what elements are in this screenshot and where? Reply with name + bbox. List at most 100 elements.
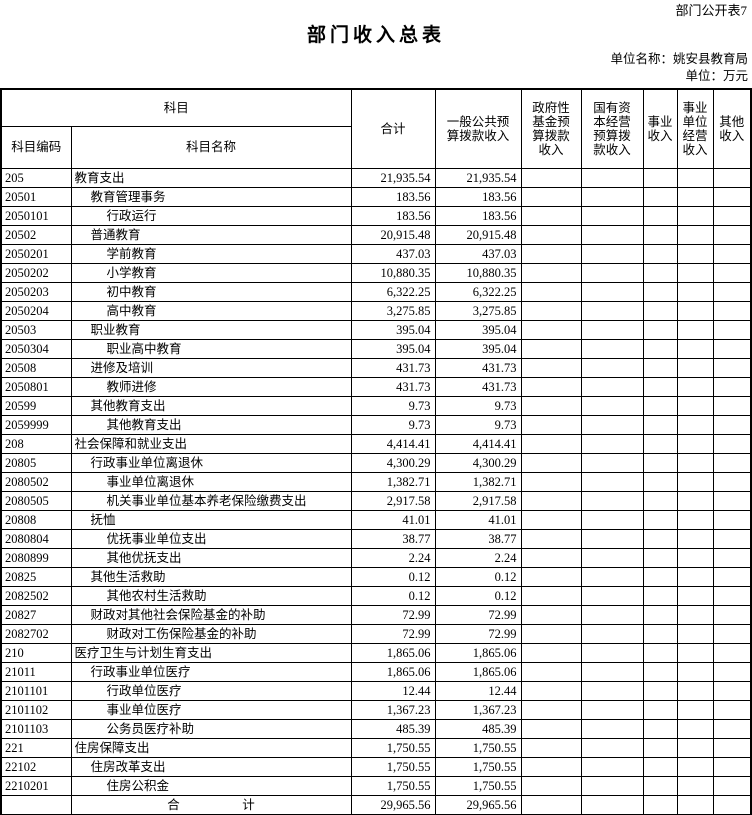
cell-empty — [580, 547, 644, 568]
income-summary-table: 科目 合计 一般公共预 算拨款收入 政府性 基金预 算拨款 收入 国有资 本经营… — [0, 88, 752, 815]
table-header: 科目 合计 一般公共预 算拨款收入 政府性 基金预 算拨款 收入 国有资 本经营… — [0, 88, 752, 169]
cell-code: 2050801 — [0, 376, 72, 397]
cell-general-budget: 4,414.41 — [434, 433, 522, 454]
cell-empty — [580, 414, 644, 435]
cell-code: 2082502 — [0, 585, 72, 606]
cell-general-budget: 437.03 — [434, 243, 522, 264]
cell-empty — [520, 433, 582, 454]
cell-empty — [580, 490, 644, 511]
table-row: 2050203 初中教育 6,322.25 6,322.25 — [0, 281, 752, 302]
cell-name: 职业高中教育 — [70, 338, 352, 359]
cell-empty — [712, 357, 752, 378]
cell-empty — [580, 642, 644, 663]
cell-empty — [642, 528, 678, 549]
cell-code: 20808 — [0, 509, 72, 530]
cell-empty — [580, 262, 644, 283]
cell-empty — [676, 338, 714, 359]
header-other-income: 其他 收入 — [712, 88, 752, 169]
cell-empty — [712, 528, 752, 549]
cell-general-budget: 2,917.58 — [434, 490, 522, 511]
cell-code: 2080505 — [0, 490, 72, 511]
cell-empty — [676, 699, 714, 720]
cell-empty — [580, 775, 644, 796]
cell-total: 183.56 — [350, 205, 436, 226]
cell-empty — [712, 338, 752, 359]
cell-name: 住房改革支出 — [70, 756, 352, 777]
cell-empty — [520, 756, 582, 777]
cell-empty — [676, 623, 714, 644]
cell-empty — [520, 623, 582, 644]
page-title: 部门收入总表 — [306, 25, 445, 46]
cell-empty — [520, 642, 582, 663]
cell-total: 485.39 — [350, 718, 436, 739]
cell-empty — [520, 357, 582, 378]
table-row: 20808 抚恤 41.01 41.01 — [0, 509, 752, 530]
cell-empty — [642, 357, 678, 378]
cell-empty — [520, 528, 582, 549]
cell-empty — [580, 699, 644, 720]
cell-total: 1,865.06 — [350, 642, 436, 663]
cell-general-budget: 2.24 — [434, 547, 522, 568]
cell-total: 29,965.56 — [350, 794, 436, 815]
table-row: 20501 教育管理事务 183.56 183.56 — [0, 186, 752, 207]
cell-empty — [712, 414, 752, 435]
cell-name: 高中教育 — [70, 300, 352, 321]
cell-empty — [520, 452, 582, 473]
cell-code: 2101102 — [0, 699, 72, 720]
cell-empty — [676, 490, 714, 511]
header-gov-fund: 政府性 基金预 算拨款 收入 — [520, 88, 582, 169]
cell-general-budget: 1,750.55 — [434, 775, 522, 796]
cell-general-budget: 41.01 — [434, 509, 522, 530]
cell-empty — [580, 300, 644, 321]
table-row: 2050101 行政运行 183.56 183.56 — [0, 205, 752, 226]
cell-empty — [676, 604, 714, 625]
cell-empty — [642, 414, 678, 435]
table-row: 2059999 其他教育支出 9.73 9.73 — [0, 414, 752, 435]
cell-empty — [676, 718, 714, 739]
cell-empty — [676, 319, 714, 340]
cell-empty — [580, 433, 644, 454]
cell-total: 1,382.71 — [350, 471, 436, 492]
cell-general-budget: 12.44 — [434, 680, 522, 701]
cell-general-budget: 395.04 — [434, 319, 522, 340]
cell-empty — [676, 680, 714, 701]
cell-empty — [642, 699, 678, 720]
cell-empty — [642, 604, 678, 625]
cell-empty — [712, 319, 752, 340]
cell-code: 21011 — [0, 661, 72, 682]
cell-empty — [642, 585, 678, 606]
cell-total: 72.99 — [350, 623, 436, 644]
cell-total: 72.99 — [350, 604, 436, 625]
header-business-operating: 事业 单位 经营 收入 — [676, 88, 714, 169]
cell-empty — [520, 661, 582, 682]
cell-empty — [520, 281, 582, 302]
cell-code: 2050204 — [0, 300, 72, 321]
cell-general-budget: 431.73 — [434, 357, 522, 378]
table-row: 20599 其他教育支出 9.73 9.73 — [0, 395, 752, 416]
cell-name: 其他教育支出 — [70, 414, 352, 435]
cell-name: 教育支出 — [70, 167, 352, 188]
cell-total: 10,880.35 — [350, 262, 436, 283]
cell-empty — [676, 775, 714, 796]
cell-name: 住房保障支出 — [70, 737, 352, 758]
cell-name: 其他优抚支出 — [70, 547, 352, 568]
cell-empty — [642, 338, 678, 359]
cell-code: 2210201 — [0, 775, 72, 796]
table-row: 2050201 学前教育 437.03 437.03 — [0, 243, 752, 264]
cell-empty — [712, 395, 752, 416]
cell-empty — [712, 718, 752, 739]
table-row: 205 教育支出 21,935.54 21,935.54 — [0, 167, 752, 188]
table-row: 20805 行政事业单位离退休 4,300.29 4,300.29 — [0, 452, 752, 473]
cell-empty — [580, 319, 644, 340]
cell-general-budget: 1,750.55 — [434, 756, 522, 777]
cell-code: 2080899 — [0, 547, 72, 568]
cell-code: 20508 — [0, 357, 72, 378]
table-row: 208 社会保障和就业支出 4,414.41 4,414.41 — [0, 433, 752, 454]
cell-name: 其他教育支出 — [70, 395, 352, 416]
cell-empty — [642, 718, 678, 739]
cell-empty — [676, 281, 714, 302]
cell-name: 进修及培训 — [70, 357, 352, 378]
table-row: 2080899 其他优抚支出 2.24 2.24 — [0, 547, 752, 568]
cell-total: 183.56 — [350, 186, 436, 207]
